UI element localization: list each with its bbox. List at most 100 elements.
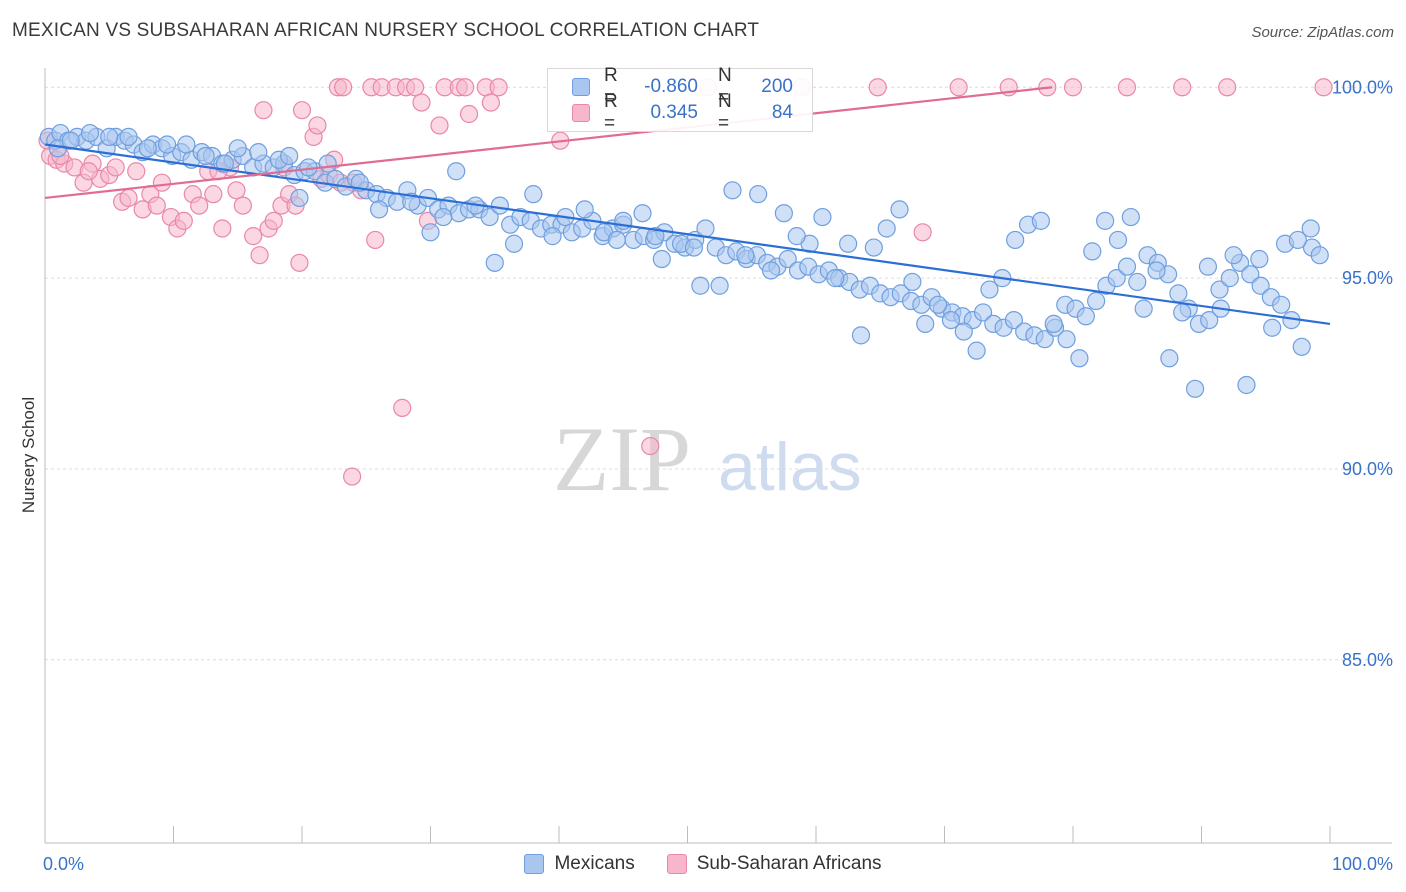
mexican-point [1108,230,1128,250]
mexican-point [723,181,742,200]
mexican-point [1237,375,1256,395]
mexican-point [1301,219,1320,238]
chart-title: MEXICAN VS SUBSAHARAN AFRICAN NURSERY SC… [12,20,760,41]
mexican-point [973,303,993,322]
mexican-point [138,139,157,158]
mexican-point [1070,349,1089,368]
mexican-point [290,188,309,208]
subsaharan-point [152,173,172,192]
subsaharan-point [233,196,252,215]
mexican-point [434,207,453,227]
source-label: Source: ZipAtlas.com [1251,24,1394,41]
legend-r-label: R = [604,91,618,134]
legend-n-label: N = [718,65,732,108]
mexican-point [80,123,100,143]
legend-label-subsaharan: Sub-Saharan Africans [696,853,882,874]
legend-item-mexicans[interactable]: Mexicans [524,853,635,875]
subsaharan-point [366,230,385,250]
mexican-point [1031,211,1050,230]
mexican-point [1057,330,1076,349]
subsaharan-point [459,104,479,124]
legend-n-value: 200 [761,76,793,97]
mexican-point [710,276,729,295]
mexican-point [1128,272,1147,292]
mexican-point [1263,318,1282,337]
mexican-point [177,135,196,154]
subsaharan-point [1063,78,1083,97]
subsaharan-point [106,158,125,177]
mexican-point [851,326,871,345]
subsaharan-point [250,246,269,265]
mexican-point [1076,307,1095,326]
mexican-point [1250,249,1269,269]
y-tick-label: 95.0% [1342,268,1393,288]
legend-n-label: N = [718,91,732,134]
mexican-point [877,219,896,238]
trend-lines [44,86,1331,326]
legend-row-subsaharan: R = 0.345 N = 84 [572,91,793,134]
mexican-point [761,261,781,280]
subsaharan-point [405,78,425,97]
mexican-point [1288,230,1307,250]
legend-r-label: R = [604,65,618,108]
subsaharan-point [292,101,312,120]
mexican-point [1200,310,1219,330]
subsaharan-point [430,116,449,135]
legend-r-value: -0.860 [644,76,698,97]
subsaharan-point [343,467,362,486]
mexican-point [370,200,389,219]
mexican-point [652,249,671,269]
mexican-point [890,200,909,219]
legend-item-subsaharan[interactable]: Sub-Saharan Africans [666,853,882,875]
mexican-point [249,143,268,162]
mexican-point [157,135,177,154]
mexican-point [504,234,524,253]
legend-row-mexicans: R = -0.860 N = 200 [572,65,793,108]
mexican-point [941,310,961,330]
mexican-point [778,249,797,269]
subsaharan-point [1314,78,1333,97]
subsaharan-point [949,78,968,97]
legend-swatch-subsaharan [572,104,590,122]
legend-r-value: 0.345 [650,102,698,123]
subsaharan-point [1173,78,1192,97]
mexican-point [774,204,793,223]
x-tick-label: 0.0% [43,854,84,874]
mexican-point [1173,303,1192,322]
mexican-point [1044,314,1063,334]
subsaharan-trend-line [44,86,1053,200]
mexican-point [1096,211,1115,230]
mexican-point [1134,299,1153,318]
mexican-point [480,207,499,227]
mexican-point [543,227,562,246]
y-axis-label: Nursery School [19,397,38,513]
mexican-point [684,238,704,257]
mexican-trend-line [44,143,1331,326]
mexican-point [1251,276,1270,295]
subsaharan-point [147,196,166,215]
mexican-point [691,276,710,295]
mexican-point [196,146,215,166]
subsaharan-point [489,78,508,97]
mexican-point [575,200,594,219]
mexican-point [1087,291,1106,311]
subsaharan-point [244,227,263,246]
mexican-point [980,280,999,299]
subsaharan-point [119,188,138,208]
legend-n-value: 84 [771,102,793,123]
mexican-point [916,314,935,334]
mexican-point [607,230,626,250]
mexican-point [633,204,652,223]
subsaharan-point [213,219,232,238]
mexican-point [1107,269,1126,288]
mexican-point [864,238,883,257]
mexican-point [1198,257,1218,276]
subsaharan-point [79,162,98,181]
mexican-point [736,246,755,265]
mexican-point [749,185,768,204]
mexican-point [280,146,299,166]
mexican-point [967,341,986,360]
subsaharan-point [641,436,660,456]
mexican-point [787,227,806,246]
